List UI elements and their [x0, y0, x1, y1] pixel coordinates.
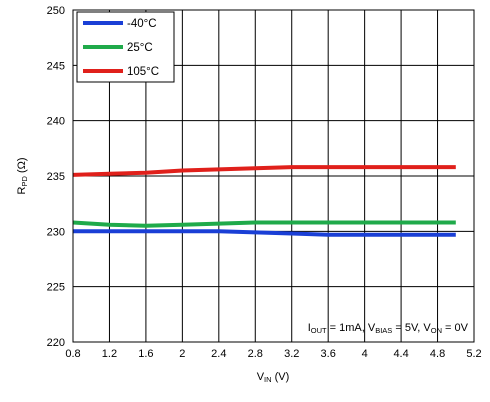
x-tick-label: 2.4 [211, 348, 226, 360]
x-tick-label: 2 [179, 348, 185, 360]
y-tick-label: 250 [47, 5, 65, 17]
y-axis-title: RPD (Ω) [16, 158, 29, 195]
x-tick-label: 4 [362, 348, 368, 360]
x-tick-label: 3.6 [321, 348, 336, 360]
x-tick-label: 4.8 [430, 348, 445, 360]
x-tick-label: 2.8 [248, 348, 263, 360]
plot-area-frame [72, 9, 475, 343]
y-tick-label: 245 [47, 60, 65, 72]
y-tick-label: 240 [47, 116, 65, 128]
y-tick-label: 230 [47, 226, 65, 238]
x-tick-label: 4.4 [393, 348, 408, 360]
x-tick-label: 5.2 [466, 348, 481, 360]
x-tick-label: 1.6 [138, 348, 153, 360]
series-lines [72, 165, 456, 237]
legend-label-2: 105°C [127, 66, 159, 78]
series-line-1 [72, 220, 456, 228]
legend-label-1: 25°C [127, 42, 153, 54]
y-tick-label: 220 [47, 337, 65, 349]
series-line-0 [73, 229, 456, 237]
conditions-annotation: IOUT = 1mA, VBIAS = 5V, VON = 0V [308, 322, 469, 335]
x-tick-label: 0.8 [65, 348, 80, 360]
y-tick-labels: 220 225 230 235 240 245 250 [47, 5, 65, 349]
x-tick-label: 1.2 [102, 348, 117, 360]
x-tick-labels: 0.8 1.2 1.6 2 2.4 2.8 3.2 3.6 4 4.4 4.8 5.2 [65, 348, 481, 360]
x-tick-label: 3.2 [284, 348, 299, 360]
x-axis-title: VIN (V) [257, 371, 290, 384]
legend-label-0: -40°C [127, 18, 157, 30]
y-tick-label: 225 [47, 282, 65, 294]
y-tick-label: 235 [47, 171, 65, 183]
legend: -40°C 25°C 105°C [76, 11, 175, 83]
series-line-2 [72, 165, 456, 177]
